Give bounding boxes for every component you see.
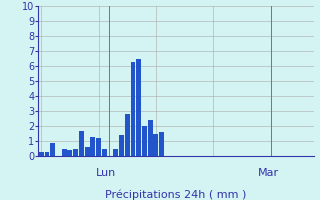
Bar xyxy=(91,137,95,156)
Bar xyxy=(159,132,164,156)
Bar xyxy=(62,148,67,156)
Bar xyxy=(102,148,107,156)
Bar xyxy=(125,114,130,156)
Bar xyxy=(142,126,147,156)
Text: Précipitations 24h ( mm ): Précipitations 24h ( mm ) xyxy=(105,189,247,200)
Bar xyxy=(73,148,78,156)
Bar xyxy=(119,135,124,156)
Bar xyxy=(79,130,84,156)
Bar xyxy=(154,134,158,156)
Bar xyxy=(113,148,118,156)
Bar xyxy=(68,150,72,156)
Text: Lun: Lun xyxy=(96,168,116,178)
Bar xyxy=(50,142,55,156)
Bar xyxy=(39,152,44,156)
Bar xyxy=(136,58,141,156)
Text: Mar: Mar xyxy=(258,168,279,178)
Bar xyxy=(44,152,49,156)
Bar xyxy=(148,120,153,156)
Bar xyxy=(131,62,135,156)
Bar xyxy=(96,138,101,156)
Bar xyxy=(85,147,90,156)
